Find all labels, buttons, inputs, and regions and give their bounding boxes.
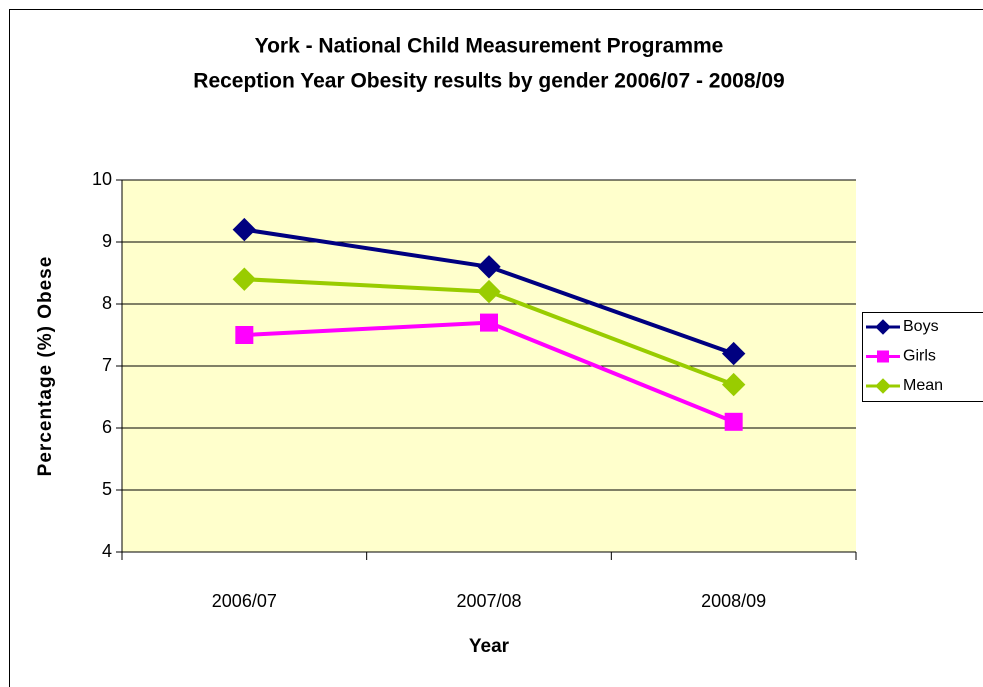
data-point	[477, 279, 501, 304]
y-tick-label: 10	[92, 169, 112, 189]
data-point	[232, 217, 257, 242]
legend-marker	[875, 319, 891, 335]
y-tick-label: 4	[102, 541, 112, 561]
data-point	[477, 255, 501, 279]
x-axis-title: Year	[469, 636, 510, 657]
y-tick-label: 8	[102, 293, 112, 313]
legend-marker	[875, 378, 891, 394]
data-point	[724, 412, 743, 431]
legend-label: Boys	[903, 318, 939, 335]
y-axis-title: Percentage (%) Obese	[35, 256, 56, 477]
y-tick-label: 9	[102, 231, 112, 251]
data-point	[721, 372, 746, 397]
y-tick-label: 6	[102, 417, 112, 437]
x-tick-label: 2006/07	[212, 591, 277, 611]
data-point	[721, 341, 746, 366]
data-point	[232, 267, 257, 291]
chart-subtitle: Reception Year Obesity results by gender…	[193, 70, 784, 93]
y-tick-label: 7	[102, 355, 112, 375]
legend-marker	[877, 350, 889, 363]
y-tick-label: 5	[102, 479, 112, 499]
legend-label: Girls	[903, 348, 936, 365]
chart-title: York - National Child Measurement Progra…	[255, 35, 724, 58]
x-tick-label: 2007/08	[456, 591, 521, 611]
x-tick-label: 2008/09	[701, 591, 766, 611]
data-point	[480, 313, 498, 332]
legend-label: Mean	[903, 377, 943, 394]
data-point	[235, 326, 254, 344]
